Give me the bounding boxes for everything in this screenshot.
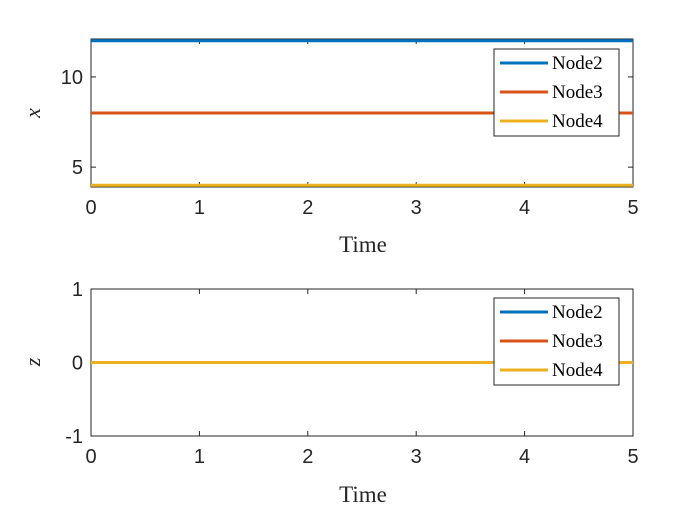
top-chart-legend-label-node2: Node2 <box>552 53 603 74</box>
top-chart-legend-label-node4: Node4 <box>552 111 603 132</box>
top-chart-xtick-label: 1 <box>194 197 205 219</box>
bottom-chart-ytick-label: 0 <box>72 353 83 375</box>
top-chart-xtick-label: 3 <box>411 197 422 219</box>
top-chart-ylabel: x <box>20 108 45 119</box>
top-chart-xtick-label: 4 <box>519 197 530 219</box>
bottom-chart-legend-label-node4: Node4 <box>552 360 603 381</box>
bottom-chart-legend-label-node3: Node3 <box>552 331 603 352</box>
bottom-chart-xtick-label: 5 <box>627 446 638 468</box>
bottom-chart-xtick-label: 2 <box>302 446 313 468</box>
top-chart-ytick-label: 10 <box>61 67 83 89</box>
top-chart-xtick-label: 0 <box>85 197 96 219</box>
bottom-chart-legend: Node2 Node3 Node4 <box>493 297 620 386</box>
bottom-chart-xtick-label: 1 <box>194 446 205 468</box>
top-chart-legend-label-node3: Node3 <box>552 82 603 103</box>
bottom-chart-ylabel: z <box>20 357 45 367</box>
top-chart-legend: Node2 Node3 Node4 <box>493 48 620 137</box>
top-chart-xlabel: Time <box>339 232 387 257</box>
top-chart: x Time 0 1 2 3 4 5 5 10 Node2 Node3 Node4 <box>20 38 639 257</box>
bottom-chart-legend-label-node2: Node2 <box>552 302 603 323</box>
top-chart-xtick-label: 2 <box>302 197 313 219</box>
bottom-chart-xtick-label: 4 <box>519 446 530 468</box>
bottom-chart-xtick-label: 3 <box>411 446 422 468</box>
bottom-chart-ytick-label: -1 <box>65 426 83 448</box>
bottom-chart-xtick-label: 0 <box>85 446 96 468</box>
top-chart-ytick-label: 5 <box>72 157 83 179</box>
bottom-chart-ytick-label: 1 <box>72 279 83 301</box>
bottom-chart-xlabel: Time <box>339 482 387 507</box>
top-chart-xtick-label: 5 <box>627 197 638 219</box>
